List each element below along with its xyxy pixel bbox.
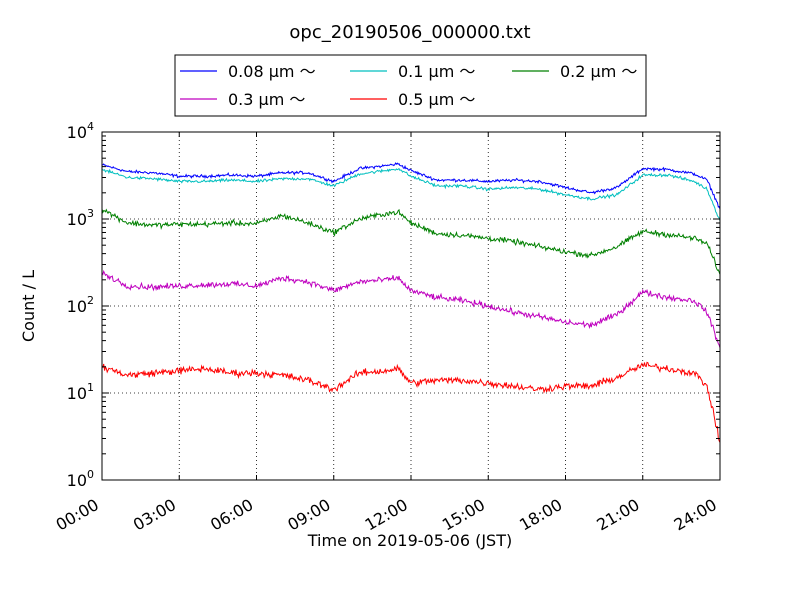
- x-tick-label: 00:00: [53, 495, 102, 535]
- x-tick-label: 18:00: [516, 495, 565, 535]
- series-layer: [101, 162, 721, 443]
- legend: 0.08 µm ～ 0.1 µm ～ 0.2 µm ～ 0.3 µm ～ 0.5 µm …: [174, 54, 647, 117]
- y-axis-label: Count / L: [19, 270, 38, 342]
- legend-label: 0.1 µm ～: [398, 62, 475, 81]
- x-axis-tick-labels: 00:00 03:00 06:00 09:00 12:00 15:00 18:00 21:00…: [53, 495, 720, 535]
- y-tick-base: 10: [67, 384, 87, 403]
- y-tick-exponent: 2: [87, 294, 94, 307]
- y-tick-exponent: 4: [87, 120, 94, 133]
- y-tick-label: 104: [67, 120, 94, 142]
- y-tick-exponent: 1: [87, 381, 94, 394]
- x-tick-label: 21:00: [593, 495, 642, 535]
- y-tick-label: 100: [67, 468, 94, 490]
- series-line: [101, 361, 721, 443]
- x-axis-label: Time on 2019-05-06 (JST): [307, 531, 512, 550]
- x-tick-label: 15:00: [439, 495, 488, 535]
- y-tick-base: 10: [67, 297, 87, 316]
- legend-label: 0.2 µm ～: [560, 62, 637, 81]
- y-tick-base: 10: [67, 210, 87, 229]
- y-tick-exponent: 0: [87, 468, 94, 481]
- y-tick-label: 102: [67, 294, 94, 316]
- x-tick-label: 12:00: [362, 495, 411, 535]
- grid: [102, 132, 720, 480]
- series-line: [101, 162, 721, 210]
- x-tick-label: 06:00: [207, 495, 256, 535]
- x-tick-label: 24:00: [671, 495, 720, 535]
- legend-label: 0.3 µm ～: [228, 90, 305, 109]
- x-tick-label: 09:00: [284, 495, 333, 535]
- legend-label: 0.5 µm ～: [398, 90, 475, 109]
- y-tick-label: 101: [67, 381, 94, 403]
- chart-title: opc_20190506_000000.txt: [289, 22, 530, 43]
- y-tick-base: 10: [67, 471, 87, 490]
- y-tick-label: 103: [67, 207, 94, 229]
- axis-ticks: [101, 131, 721, 481]
- y-tick-base: 10: [67, 123, 87, 142]
- series-line: [101, 167, 721, 222]
- x-tick-label: 03:00: [130, 495, 179, 535]
- series-line: [101, 208, 721, 275]
- y-tick-exponent: 3: [87, 207, 94, 220]
- legend-frame: [174, 54, 647, 117]
- legend-label: 0.08 µm ～: [228, 62, 316, 81]
- series-line: [101, 269, 721, 349]
